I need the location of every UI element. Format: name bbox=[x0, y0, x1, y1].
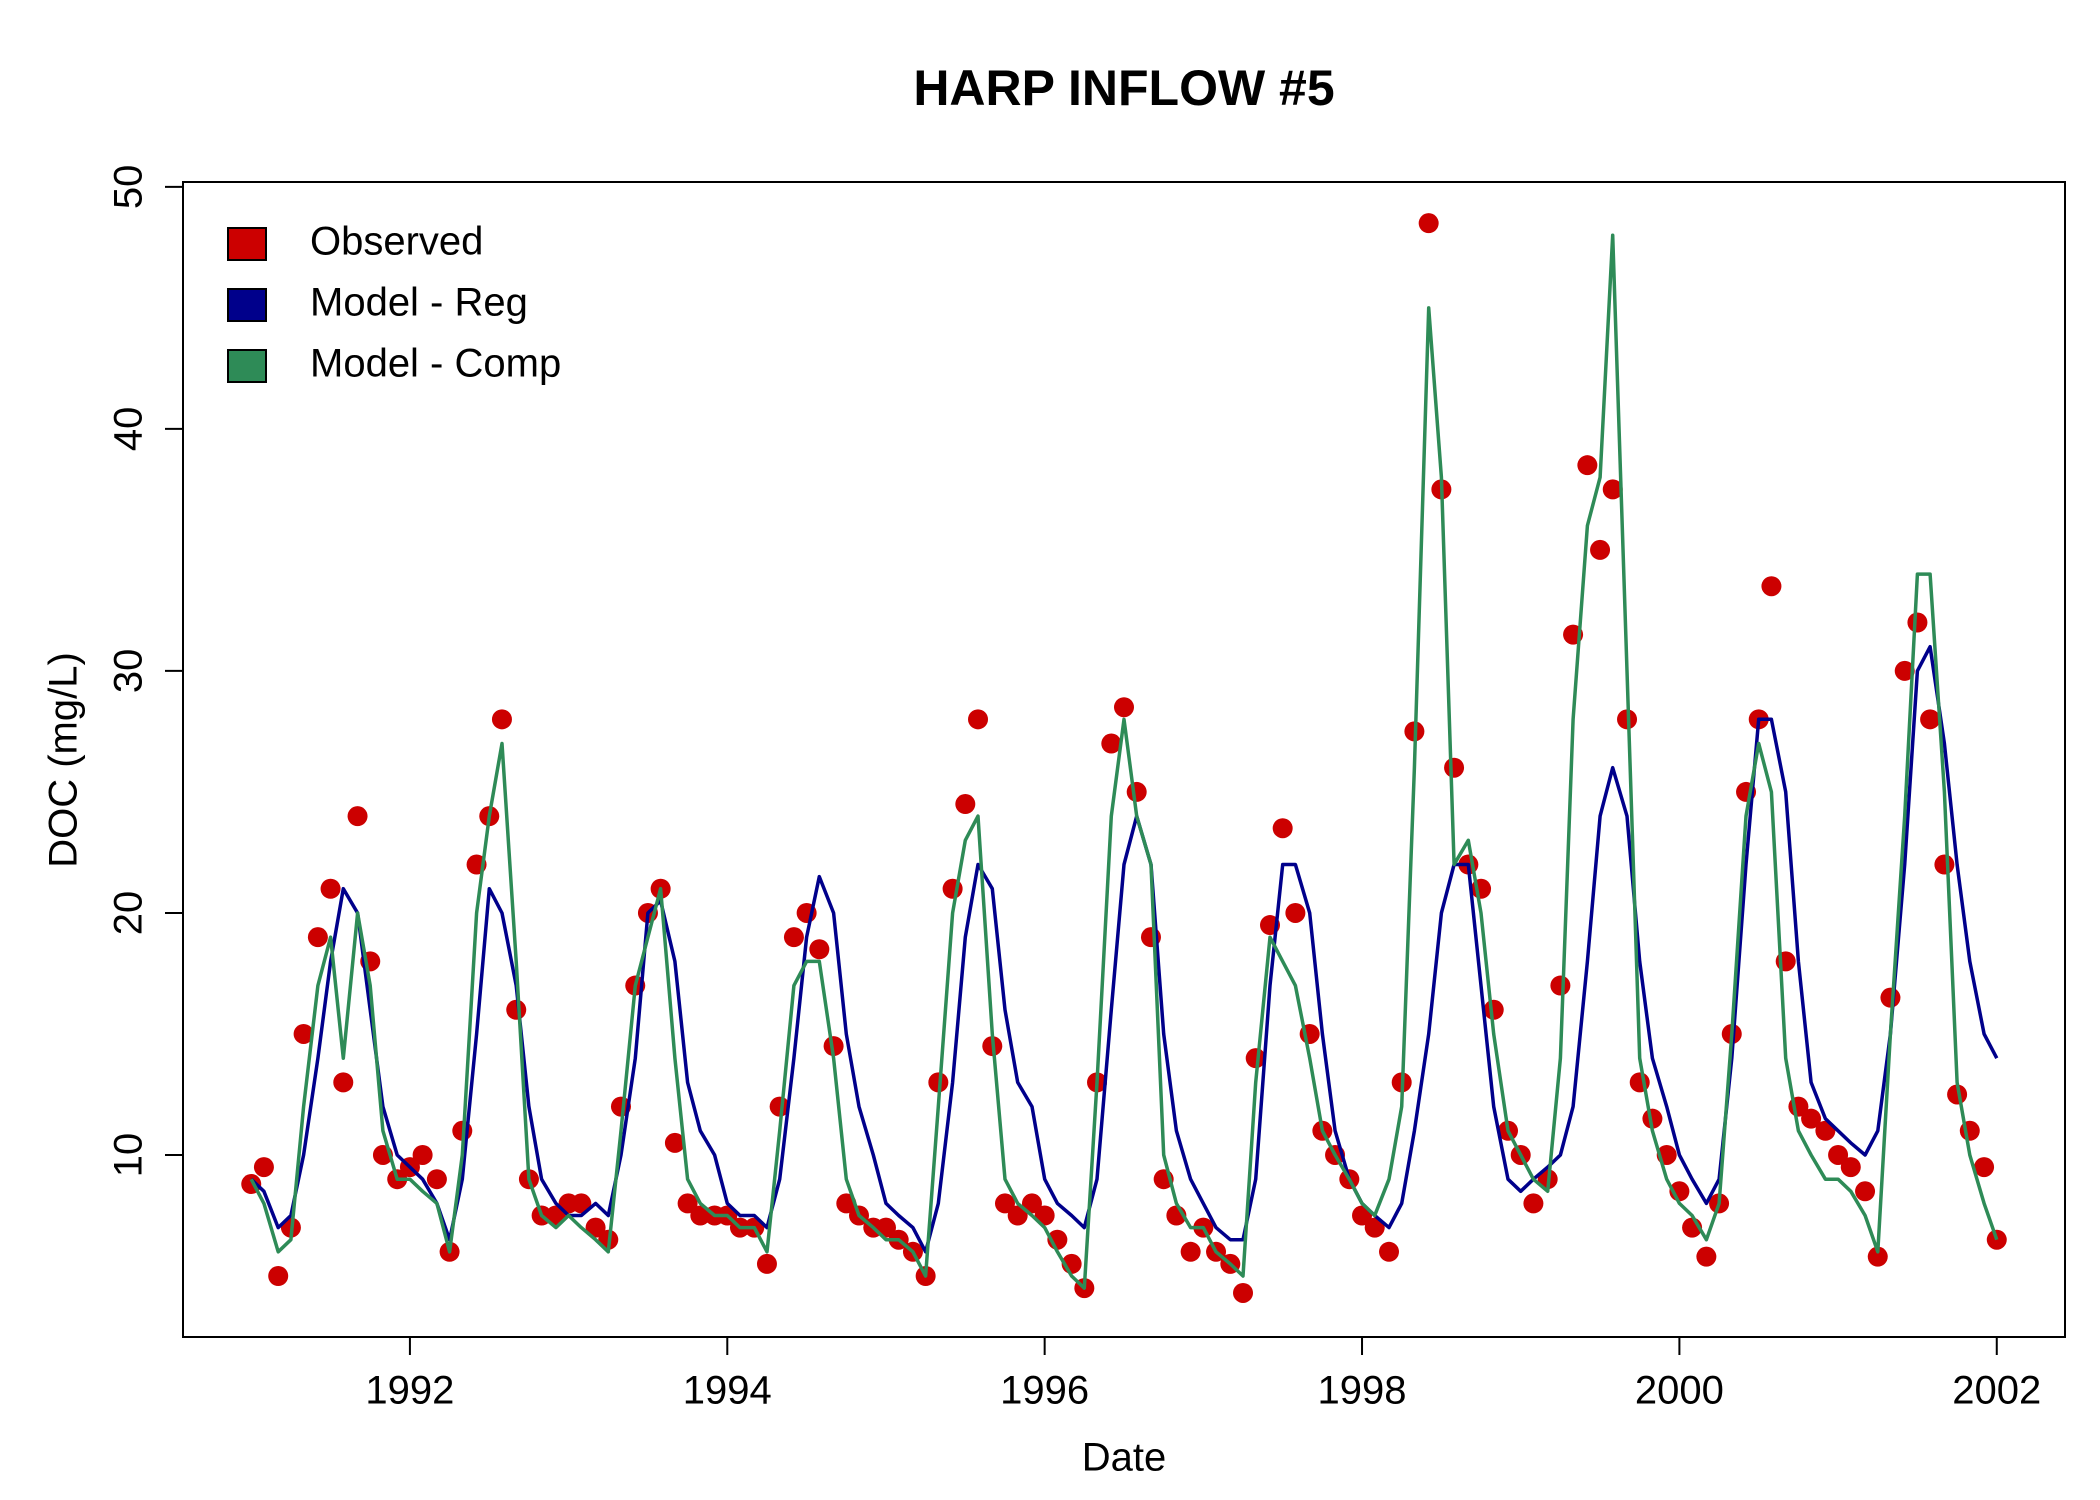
legend-swatch bbox=[227, 227, 267, 261]
observed-point bbox=[1920, 709, 1941, 730]
y-tick-label: 50 bbox=[107, 165, 151, 210]
y-tick-label: 10 bbox=[107, 1133, 151, 1178]
observed-point bbox=[1245, 1048, 1266, 1069]
observed-point bbox=[1577, 455, 1598, 476]
y-tick-label: 30 bbox=[107, 649, 151, 694]
y-tick-label: 20 bbox=[107, 891, 151, 936]
observed-point bbox=[412, 1144, 433, 1165]
observed-point bbox=[955, 794, 976, 815]
observed-point bbox=[506, 999, 527, 1020]
observed-point bbox=[253, 1157, 274, 1178]
observed-point bbox=[1364, 1217, 1385, 1238]
observed-point bbox=[1974, 1157, 1995, 1178]
observed-point bbox=[1418, 213, 1439, 234]
series-line bbox=[249, 233, 1999, 1290]
observed-point bbox=[1550, 975, 1571, 996]
observed-point bbox=[756, 1253, 777, 1274]
observed-point bbox=[1602, 479, 1623, 500]
x-tick-label: 1998 bbox=[1318, 1369, 1407, 1413]
observed-point bbox=[769, 1096, 790, 1117]
x-tick-label: 2002 bbox=[1952, 1369, 2041, 1413]
observed-point bbox=[1934, 854, 1955, 875]
observed-point bbox=[1828, 1144, 1849, 1165]
observed-point bbox=[1907, 612, 1928, 633]
observed-point bbox=[1947, 1084, 1968, 1105]
x-tick-label: 1992 bbox=[365, 1369, 454, 1413]
observed-point bbox=[1696, 1246, 1717, 1267]
observed-point bbox=[1285, 902, 1306, 923]
observed-point bbox=[1444, 757, 1465, 778]
observed-point bbox=[677, 1193, 698, 1214]
legend-swatch bbox=[227, 288, 267, 322]
observed-point bbox=[1880, 987, 1901, 1008]
observed-point bbox=[333, 1072, 354, 1093]
series-line bbox=[249, 644, 1999, 1254]
legend-label: Model - Reg bbox=[310, 281, 528, 325]
x-axis-label: Date bbox=[1082, 1436, 1167, 1480]
observed-point bbox=[1379, 1241, 1400, 1262]
observed-point bbox=[1761, 576, 1782, 597]
legend-label: Model - Comp bbox=[310, 342, 561, 386]
observed-point bbox=[1590, 539, 1611, 560]
observed-point bbox=[585, 1217, 606, 1238]
x-tick-label: 1994 bbox=[683, 1369, 772, 1413]
observed-point bbox=[968, 709, 989, 730]
plot-frame bbox=[182, 181, 2066, 1338]
observed-point bbox=[1483, 999, 1504, 1020]
observed-point bbox=[1894, 660, 1915, 681]
observed-point bbox=[268, 1266, 289, 1287]
observed-point bbox=[1272, 818, 1293, 839]
legend-swatch bbox=[227, 349, 267, 383]
observed-point bbox=[1180, 1241, 1201, 1262]
observed-point bbox=[1840, 1157, 1861, 1178]
y-tick-label: 40 bbox=[107, 407, 151, 452]
x-tick-label: 2000 bbox=[1635, 1369, 1724, 1413]
observed-point bbox=[994, 1193, 1015, 1214]
y-axis-label: DOC (mg/L) bbox=[42, 652, 86, 868]
observed-point bbox=[1801, 1108, 1822, 1129]
observed-point bbox=[1007, 1205, 1028, 1226]
observed-point bbox=[783, 927, 804, 948]
observed-point bbox=[1101, 733, 1122, 754]
observed-point bbox=[1114, 697, 1134, 718]
observed-point bbox=[347, 806, 368, 827]
observed-point bbox=[1126, 781, 1147, 802]
observed-point bbox=[571, 1193, 592, 1214]
observed-point bbox=[1855, 1181, 1876, 1202]
observed-point bbox=[491, 709, 512, 730]
observed-point bbox=[823, 1036, 844, 1057]
observed-point bbox=[1867, 1246, 1888, 1267]
observed-point bbox=[1642, 1108, 1663, 1129]
observed-point bbox=[1021, 1193, 1042, 1214]
observed-point bbox=[307, 927, 328, 948]
observed-point bbox=[293, 1023, 314, 1044]
observed-point bbox=[1233, 1282, 1254, 1303]
chart-title: HARP INFLOW #5 bbox=[913, 60, 1334, 116]
legend-label: Observed bbox=[310, 220, 483, 264]
observed-point bbox=[664, 1132, 685, 1153]
observed-point bbox=[809, 939, 830, 960]
observed-point bbox=[690, 1205, 711, 1226]
observed-point bbox=[320, 878, 341, 899]
observed-point bbox=[1523, 1193, 1544, 1214]
x-tick-label: 1996 bbox=[1000, 1369, 1089, 1413]
observed-point bbox=[426, 1169, 447, 1190]
